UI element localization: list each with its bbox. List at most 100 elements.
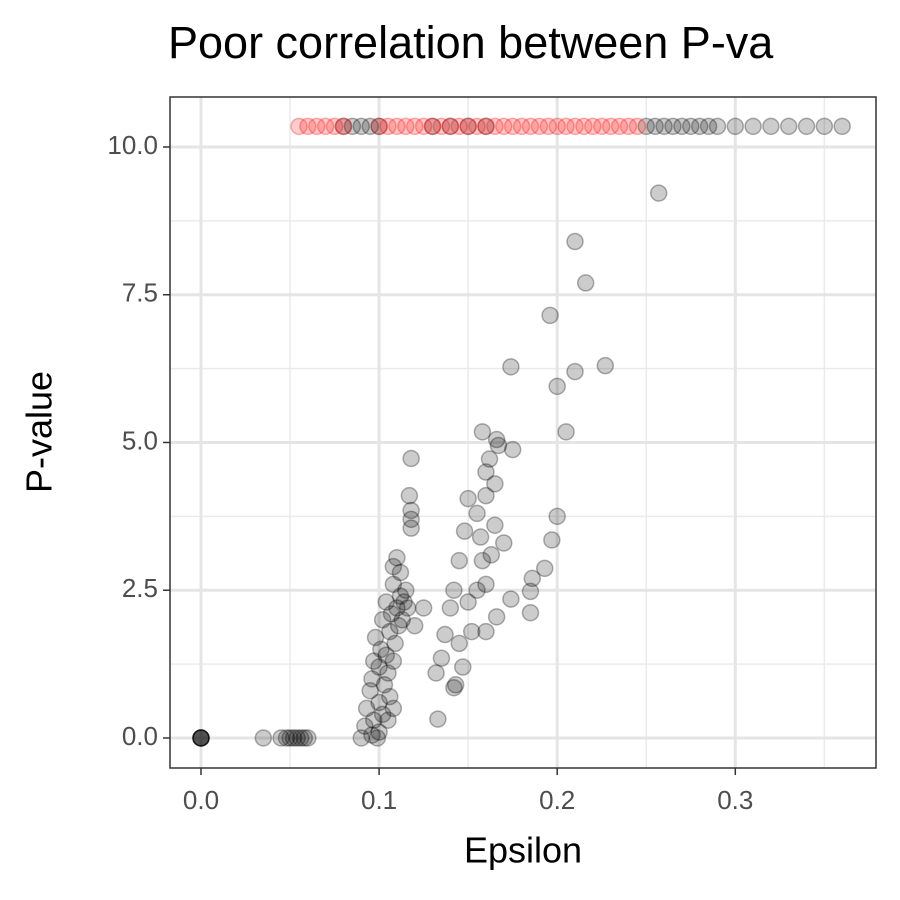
scatter-point bbox=[566, 232, 584, 251]
scatter-point bbox=[284, 729, 303, 747]
scatter-point bbox=[370, 693, 388, 712]
scatter-point bbox=[402, 501, 420, 520]
scatter-point bbox=[381, 622, 399, 641]
x-tick-label: 0.0 bbox=[183, 785, 219, 815]
scatter-point bbox=[477, 622, 495, 641]
scatter-point bbox=[646, 117, 664, 136]
scatter-point bbox=[495, 534, 513, 552]
panel-border bbox=[169, 96, 877, 769]
scatter-point bbox=[708, 117, 727, 136]
scatter-point bbox=[512, 117, 531, 136]
scatter-point bbox=[596, 356, 615, 375]
scatter-point bbox=[557, 117, 575, 136]
scatter-point bbox=[487, 608, 506, 626]
scatter-point bbox=[699, 117, 718, 136]
scatter-point bbox=[486, 117, 504, 136]
scatter-point bbox=[486, 516, 504, 534]
scatter-point bbox=[468, 504, 486, 523]
scatter-point bbox=[535, 559, 554, 578]
scatter-point bbox=[432, 117, 451, 136]
scatter-point bbox=[316, 117, 335, 136]
scatter-point bbox=[352, 729, 371, 747]
scatter-point bbox=[308, 117, 326, 136]
scatter-point bbox=[445, 678, 463, 697]
scatter-point bbox=[357, 699, 376, 718]
scatter-point bbox=[388, 548, 406, 567]
y-axis-title: P-value bbox=[19, 371, 60, 493]
scatter-point bbox=[379, 664, 397, 682]
scatter-point bbox=[192, 729, 210, 747]
scatter-point bbox=[459, 593, 477, 611]
scatter-point bbox=[375, 676, 394, 694]
scatter-point bbox=[382, 605, 401, 623]
grid bbox=[170, 97, 876, 768]
scatter-point bbox=[334, 117, 353, 136]
scatter-point bbox=[363, 670, 381, 688]
scatter-point bbox=[295, 729, 314, 747]
scatter-point bbox=[254, 729, 273, 747]
scatter-point bbox=[386, 634, 404, 653]
scatter-point bbox=[370, 658, 388, 676]
y-tick-label: 7.5 bbox=[122, 278, 158, 308]
scatter-point bbox=[548, 507, 566, 526]
scatter-point bbox=[450, 634, 468, 653]
scatter-point bbox=[726, 117, 745, 136]
scatter-point bbox=[454, 658, 472, 676]
scatter-point bbox=[468, 117, 486, 136]
scatter-point bbox=[543, 531, 561, 549]
scatter-point bbox=[429, 710, 447, 728]
scatter-point bbox=[389, 616, 408, 635]
scatter-point bbox=[384, 652, 403, 670]
scatter-point bbox=[548, 117, 566, 136]
scatter-point bbox=[462, 622, 481, 641]
scatter-point bbox=[441, 117, 460, 136]
points bbox=[192, 117, 851, 747]
scatter-point bbox=[192, 729, 210, 747]
scatter-point bbox=[393, 611, 411, 629]
scatter-point bbox=[441, 599, 460, 617]
scatter-point bbox=[334, 117, 353, 136]
scatter-point bbox=[281, 729, 299, 747]
scatter-point bbox=[482, 546, 501, 564]
scatter-point bbox=[192, 729, 210, 747]
scatter-point bbox=[373, 705, 392, 724]
scatter-point bbox=[541, 306, 559, 325]
scatter-point bbox=[368, 729, 387, 747]
scatter-point bbox=[486, 475, 504, 493]
y-tick-label: 2.5 bbox=[122, 573, 158, 603]
scatter-point bbox=[566, 362, 584, 381]
scatter-point bbox=[502, 358, 520, 376]
scatter-point bbox=[450, 117, 468, 136]
scatter-point bbox=[628, 117, 647, 136]
scatter-point bbox=[423, 117, 442, 136]
scatter-point bbox=[539, 117, 558, 136]
scatter-point bbox=[503, 117, 522, 136]
scatter-point bbox=[441, 117, 460, 136]
scatter-point bbox=[744, 117, 762, 136]
scatter-point bbox=[414, 599, 433, 617]
scatter-point bbox=[477, 463, 495, 481]
scatter-point bbox=[575, 117, 593, 136]
scatter-point bbox=[377, 593, 395, 611]
scatter-point bbox=[459, 117, 477, 136]
scatter-point bbox=[584, 117, 602, 136]
y-tick-label: 10.0 bbox=[107, 130, 158, 160]
scatter-point bbox=[576, 274, 595, 292]
scatter-point bbox=[384, 699, 403, 718]
scatter-point bbox=[379, 711, 397, 729]
scatter-point bbox=[477, 486, 495, 505]
x-axis-title: Epsilon bbox=[464, 830, 582, 871]
scatter-point bbox=[402, 519, 420, 537]
scatter-point bbox=[388, 599, 406, 617]
scatter-point bbox=[423, 117, 442, 136]
scatter-point bbox=[502, 590, 520, 608]
scatter-point bbox=[432, 649, 451, 667]
scatter-point bbox=[473, 423, 492, 441]
scatter-point bbox=[366, 628, 385, 647]
scatter-point bbox=[480, 450, 499, 468]
scatter-point bbox=[655, 117, 673, 136]
scatter-point bbox=[459, 489, 477, 508]
scatter-point bbox=[459, 117, 477, 136]
